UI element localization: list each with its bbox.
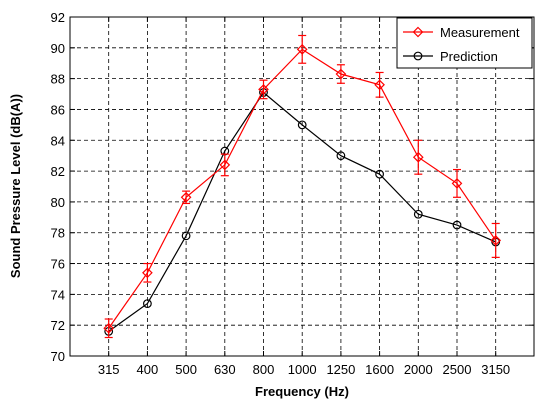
- prediction-point: [181, 231, 191, 241]
- grid-lines: [70, 17, 534, 356]
- prediction-point: [413, 209, 423, 219]
- measurement-point: [490, 235, 502, 246]
- y-tick-label: 70: [51, 349, 65, 364]
- prediction-point: [375, 169, 385, 179]
- y-tick-label: 74: [51, 287, 65, 302]
- x-tick-label: 1250: [326, 362, 355, 377]
- measurement-point: [412, 151, 424, 163]
- y-tick-label: 88: [51, 72, 65, 87]
- x-tick-label: 1000: [288, 362, 317, 377]
- measurement-point: [219, 159, 231, 171]
- x-tick-label: 2000: [404, 362, 433, 377]
- prediction-line: [108, 91, 496, 332]
- measurement-point: [142, 267, 153, 279]
- y-tick-label: 90: [51, 41, 65, 56]
- measurement-point: [335, 68, 347, 80]
- prediction-point: [336, 151, 346, 161]
- legend-measurement-label: Measurement: [440, 25, 520, 40]
- y-tick-label: 72: [51, 318, 65, 333]
- x-tick-label: 315: [98, 362, 120, 377]
- y-axis-ticks: 70 72 74 76 78 80 82 84 86 88 90 92: [51, 10, 534, 364]
- prediction-point: [297, 120, 307, 130]
- y-tick-label: 86: [51, 102, 65, 117]
- legend-prediction-label: Prediction: [440, 49, 498, 64]
- y-tick-label: 92: [51, 10, 65, 25]
- measurement-series: [103, 34, 502, 339]
- x-tick-label: 2500: [443, 362, 472, 377]
- legend-prediction-marker: [413, 51, 423, 61]
- y-axis-label: Sound Pressure Level (dB(A)): [8, 94, 23, 278]
- y-tick-label: 82: [51, 164, 65, 179]
- x-tick-label: 400: [137, 362, 159, 377]
- legend-measurement-marker: [412, 26, 424, 38]
- prediction-point: [452, 220, 462, 230]
- x-tick-label: 3150: [481, 362, 510, 377]
- y-tick-label: 84: [51, 133, 65, 148]
- measurement-point: [451, 178, 463, 189]
- prediction-point: [142, 299, 152, 309]
- x-tick-label: 1600: [365, 362, 394, 377]
- measurement-point: [258, 84, 269, 95]
- x-axis-label: Frequency (Hz): [255, 384, 349, 399]
- measurement-point: [296, 44, 308, 55]
- measurement-point: [374, 79, 385, 91]
- x-axis-ticks: 315 400 500 630 800 1000 1250 1600 2000 2500 3150: [98, 17, 510, 377]
- measurement-point: [180, 191, 192, 203]
- x-tick-label: 500: [175, 362, 197, 377]
- x-tick-label: 630: [214, 362, 236, 377]
- legend: Measurement Prediction: [396, 17, 533, 69]
- x-tick-label: 800: [253, 362, 275, 377]
- measurement-point: [103, 322, 115, 334]
- y-tick-label: 78: [51, 226, 65, 241]
- y-tick-label: 80: [51, 195, 65, 210]
- y-tick-label: 76: [51, 257, 65, 272]
- series-group: [103, 34, 502, 339]
